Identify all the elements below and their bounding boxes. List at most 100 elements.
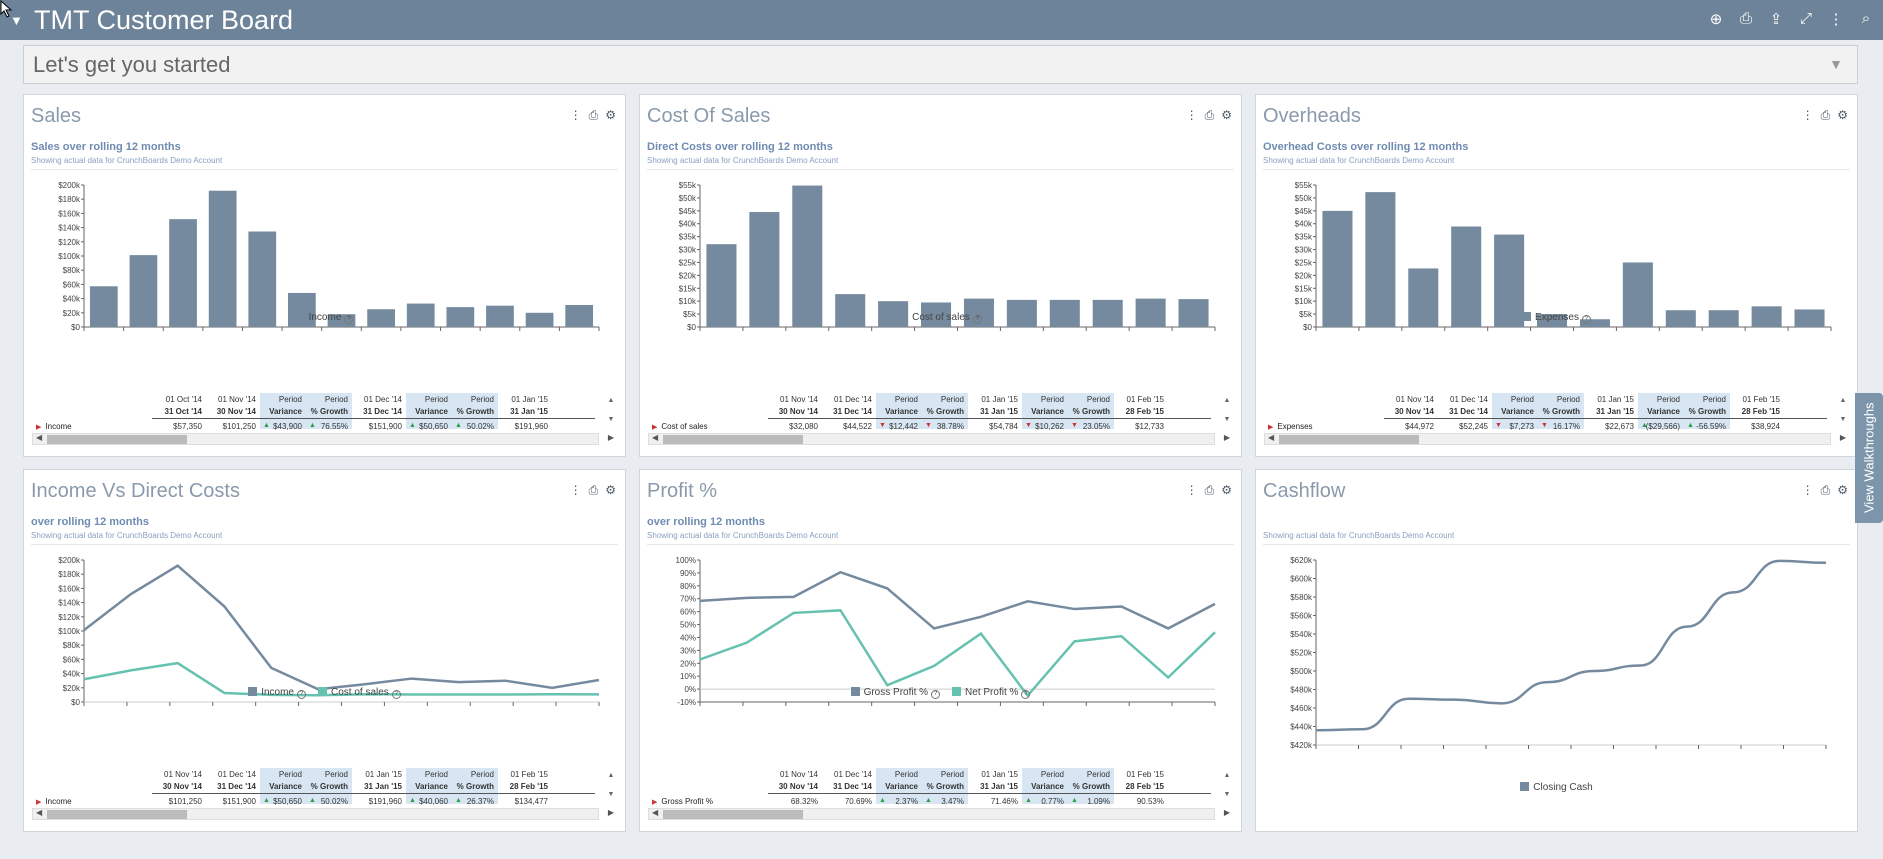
- more-vert-icon[interactable]: ⋮: [569, 108, 582, 122]
- expand-row-icon[interactable]: ▶: [36, 424, 42, 431]
- bar[interactable]: [446, 307, 475, 327]
- bar[interactable]: [129, 255, 158, 327]
- help-icon[interactable]: ?: [391, 690, 401, 699]
- expand-row-icon[interactable]: ▶: [652, 799, 658, 806]
- bar[interactable]: [1135, 298, 1166, 327]
- expand-icon[interactable]: ⤢: [1799, 10, 1812, 27]
- scroll-left-icon[interactable]: ◀: [1268, 433, 1275, 442]
- gear-icon[interactable]: ⚙: [1837, 108, 1848, 122]
- legend-item[interactable]: Net Profit %?: [952, 687, 1031, 699]
- bar[interactable]: [1049, 299, 1080, 327]
- bar[interactable]: [89, 286, 118, 327]
- bar[interactable]: [208, 190, 237, 327]
- scroll-right-icon[interactable]: ▶: [1839, 433, 1846, 442]
- bar[interactable]: [1322, 210, 1353, 327]
- scroll-left-icon[interactable]: ◀: [652, 433, 659, 442]
- scroll-thumb[interactable]: [1279, 435, 1419, 444]
- bar[interactable]: [1006, 299, 1037, 327]
- more-vert-icon[interactable]: ⋮: [1828, 11, 1844, 28]
- bar[interactable]: [921, 302, 952, 327]
- bar[interactable]: [1579, 319, 1610, 327]
- share-icon[interactable]: ⇪: [1769, 11, 1783, 28]
- row-label[interactable]: ▶ Income: [36, 797, 72, 806]
- expand-row-icon[interactable]: ▶: [1268, 424, 1274, 431]
- bar[interactable]: [565, 304, 594, 327]
- series-line[interactable]: [699, 570, 1216, 630]
- series-line[interactable]: [83, 564, 600, 691]
- view-walkthroughs-tab[interactable]: View Walkthroughs: [1855, 393, 1883, 523]
- search-icon[interactable]: ⌕: [1861, 10, 1871, 27]
- gear-icon[interactable]: ⚙: [1221, 483, 1232, 497]
- bar[interactable]: [288, 292, 316, 327]
- scroll-right-icon[interactable]: ▶: [1223, 808, 1230, 817]
- vertical-scrollbar[interactable]: ▲ ▼: [607, 397, 615, 423]
- plus-circle-icon[interactable]: ⊕: [1709, 11, 1723, 28]
- series-line[interactable]: [1315, 559, 1827, 732]
- bar[interactable]: [749, 212, 780, 327]
- scroll-thumb[interactable]: [47, 810, 187, 819]
- collapse-caret-icon[interactable]: ▼: [10, 12, 23, 28]
- scroll-right-icon[interactable]: ▶: [1223, 433, 1230, 442]
- scroll-thumb[interactable]: [663, 435, 803, 444]
- bar[interactable]: [706, 244, 737, 327]
- bar[interactable]: [1537, 314, 1568, 327]
- bar[interactable]: [248, 231, 277, 327]
- bar[interactable]: [1092, 299, 1123, 327]
- legend-item[interactable]: Income?: [295, 312, 354, 324]
- bar[interactable]: [1451, 226, 1482, 327]
- help-icon[interactable]: ?: [296, 690, 306, 699]
- bar[interactable]: [1178, 299, 1209, 327]
- more-vert-icon[interactable]: ⋮: [1185, 483, 1198, 497]
- gear-icon[interactable]: ⚙: [1221, 108, 1232, 122]
- legend-item[interactable]: Expenses?: [1522, 312, 1591, 324]
- vertical-scrollbar[interactable]: ▲ ▼: [1839, 397, 1847, 423]
- help-icon[interactable]: ?: [344, 315, 354, 324]
- gear-icon[interactable]: ⚙: [1837, 483, 1848, 497]
- bar[interactable]: [1408, 268, 1439, 327]
- scroll-left-icon[interactable]: ◀: [36, 433, 43, 442]
- horizontal-scrollbar[interactable]: ◀ ▶: [32, 433, 614, 445]
- bar[interactable]: [1622, 262, 1653, 327]
- expand-row-icon[interactable]: ▶: [652, 424, 658, 431]
- legend-item[interactable]: Cost of sales?: [899, 312, 982, 324]
- scroll-thumb[interactable]: [663, 810, 803, 819]
- vertical-scrollbar[interactable]: ▲ ▼: [607, 772, 615, 798]
- legend-item[interactable]: Income?: [248, 687, 306, 699]
- print-icon[interactable]: ⎙: [1820, 483, 1831, 497]
- bar[interactable]: [1494, 234, 1525, 327]
- help-icon[interactable]: ?: [972, 315, 982, 324]
- horizontal-scrollbar[interactable]: ◀ ▶: [648, 808, 1230, 820]
- chevron-down-icon[interactable]: ▼: [1829, 56, 1843, 72]
- legend-item[interactable]: Cost of sales?: [317, 687, 401, 699]
- bar[interactable]: [406, 303, 435, 327]
- more-vert-icon[interactable]: ⋮: [1801, 108, 1814, 122]
- bar[interactable]: [367, 309, 395, 327]
- bar[interactable]: [486, 305, 514, 327]
- print-icon[interactable]: ⎙: [588, 483, 599, 497]
- print-icon[interactable]: ⎙: [1204, 108, 1215, 122]
- row-label[interactable]: ▶ Cost of sales: [652, 422, 708, 431]
- print-icon[interactable]: ⎙: [1820, 108, 1831, 122]
- legend-item[interactable]: Gross Profit %?: [850, 687, 941, 699]
- help-icon[interactable]: ?: [931, 690, 941, 699]
- help-icon[interactable]: ?: [1021, 690, 1031, 699]
- scroll-left-icon[interactable]: ◀: [36, 808, 43, 817]
- more-vert-icon[interactable]: ⋮: [1801, 483, 1814, 497]
- scroll-thumb[interactable]: [47, 435, 187, 444]
- scroll-left-icon[interactable]: ◀: [652, 808, 659, 817]
- row-label[interactable]: ▶ Gross Profit %: [652, 797, 713, 806]
- print-icon[interactable]: ⎙: [1739, 10, 1752, 27]
- bar[interactable]: [1751, 306, 1782, 327]
- bar[interactable]: [1665, 310, 1696, 327]
- series-line[interactable]: [83, 661, 600, 697]
- more-vert-icon[interactable]: ⋮: [569, 483, 582, 497]
- vertical-scrollbar[interactable]: ▲ ▼: [1223, 397, 1231, 423]
- horizontal-scrollbar[interactable]: ◀ ▶: [648, 433, 1230, 445]
- expand-row-icon[interactable]: ▶: [36, 799, 42, 806]
- more-vert-icon[interactable]: ⋮: [1185, 108, 1198, 122]
- bar[interactable]: [1708, 310, 1739, 327]
- row-label[interactable]: ▶ Income: [36, 422, 72, 431]
- print-icon[interactable]: ⎙: [1204, 483, 1215, 497]
- vertical-scrollbar[interactable]: ▲ ▼: [1223, 772, 1231, 798]
- bar[interactable]: [792, 185, 823, 327]
